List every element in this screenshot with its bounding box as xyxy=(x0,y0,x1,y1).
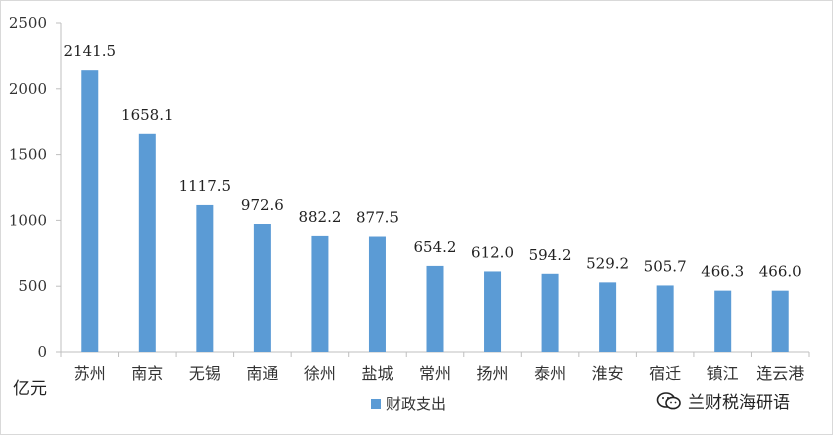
y-tick-label: 2500 xyxy=(9,14,47,32)
y-tick-label: 2000 xyxy=(9,80,47,98)
bar xyxy=(196,204,214,352)
watermark: 兰财税海研语 xyxy=(656,388,790,413)
x-tick-label: 无锡 xyxy=(189,364,221,383)
data-label: 1117.5 xyxy=(179,177,232,195)
y-unit-label: 亿元 xyxy=(13,379,47,399)
data-label: 466.0 xyxy=(759,263,802,281)
bar xyxy=(484,271,502,352)
y-tick-label: 0 xyxy=(37,343,47,361)
bar xyxy=(541,273,559,352)
watermark-text: 兰财税海研语 xyxy=(688,393,790,413)
data-label: 972.6 xyxy=(241,196,284,214)
wechat-icon xyxy=(656,391,681,409)
x-tick-label: 连云港 xyxy=(756,364,804,383)
x-tick-label: 常州 xyxy=(419,364,451,383)
bar xyxy=(81,70,99,353)
bar xyxy=(714,290,732,352)
x-tick-label: 苏州 xyxy=(74,364,106,383)
data-label: 529.2 xyxy=(586,254,629,272)
bar xyxy=(426,265,444,352)
x-tick-label: 扬州 xyxy=(477,364,509,383)
bar xyxy=(253,224,271,352)
y-tick-label: 500 xyxy=(18,277,47,295)
x-tick-label: 宿迁 xyxy=(649,364,681,383)
data-label: 882.2 xyxy=(298,208,341,226)
x-tick-label: 淮安 xyxy=(592,364,624,383)
x-tick-label: 镇江 xyxy=(707,364,739,383)
data-label: 612.0 xyxy=(471,243,514,261)
bar xyxy=(599,282,617,352)
bar xyxy=(771,290,789,352)
legend-swatch xyxy=(371,399,381,409)
data-label: 877.5 xyxy=(356,209,399,227)
x-tick-label: 泰州 xyxy=(534,364,566,383)
bar xyxy=(656,285,674,352)
data-label: 654.2 xyxy=(414,238,457,256)
x-tick-label: 南通 xyxy=(246,364,278,383)
y-tick-label: 1500 xyxy=(9,146,47,164)
legend-label: 财政支出 xyxy=(386,395,446,413)
x-tick-label: 徐州 xyxy=(304,364,336,383)
bar xyxy=(368,236,386,352)
data-label: 1658.1 xyxy=(121,106,174,124)
bar xyxy=(311,235,329,352)
x-tick-label: 盐城 xyxy=(361,364,393,383)
data-label: 594.2 xyxy=(529,246,572,264)
data-label: 2141.5 xyxy=(64,42,117,60)
x-tick-label: 南京 xyxy=(131,364,163,383)
data-label: 466.3 xyxy=(701,263,744,281)
y-tick-label: 1000 xyxy=(9,211,47,229)
data-label: 505.7 xyxy=(644,257,687,275)
bar xyxy=(138,133,156,352)
